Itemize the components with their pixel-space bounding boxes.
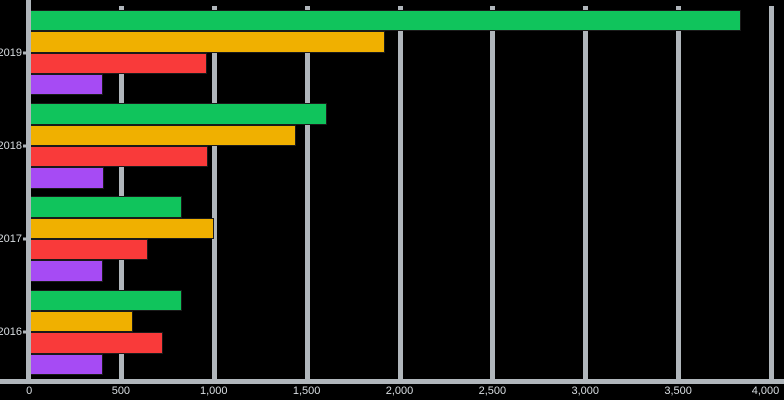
gridline-2000 — [397, 6, 403, 379]
plot-area — [26, 6, 774, 379]
y-axis-line — [26, 0, 31, 384]
y-tick-label-2019: 2019 — [0, 46, 22, 59]
bar-2019-series-2[interactable] — [28, 31, 385, 53]
y-tick-label-2018: 2018 — [0, 139, 22, 152]
bar-2016-series-2[interactable] — [28, 311, 133, 333]
x-tick-label: 0 — [26, 385, 33, 397]
bar-2019-series-1[interactable] — [28, 9, 741, 32]
gridline-4000 — [769, 6, 774, 379]
bar-2018-series-3[interactable] — [28, 145, 208, 168]
y-tick-mark — [23, 144, 30, 148]
y-tick-mark — [23, 330, 30, 334]
x-tick-label: 500 — [111, 385, 131, 397]
y-tick-mark — [23, 237, 30, 241]
y-tick-label-2016: 2016 — [0, 326, 22, 339]
gridline-2500 — [490, 6, 496, 379]
gridline-3500 — [676, 6, 682, 379]
x-tick-label: 2,000 — [385, 385, 414, 397]
x-axis-line — [0, 379, 784, 384]
bar-2018-series-4[interactable] — [28, 167, 104, 189]
bar-2017-series-3[interactable] — [28, 239, 148, 261]
x-tick-label: 3,500 — [664, 385, 692, 397]
x-tick-label: 3,000 — [571, 385, 600, 397]
bar-2016-series-3[interactable] — [28, 332, 164, 354]
y-tick-label-2017: 2017 — [0, 233, 22, 246]
gridline-500 — [118, 6, 124, 379]
bar-2018-series-2[interactable] — [28, 124, 297, 146]
gridline-1500 — [304, 6, 310, 379]
x-tick-label: 1,000 — [199, 385, 228, 397]
x-tick-label: 4,000 — [751, 385, 780, 397]
bar-2017-series-1[interactable] — [28, 196, 182, 218]
bar-2016-series-4[interactable] — [28, 353, 104, 376]
x-tick-label: 1,500 — [292, 385, 321, 397]
bar-2017-series-4[interactable] — [28, 260, 104, 282]
y-tick-mark — [23, 51, 30, 55]
gridline-3000 — [583, 6, 589, 379]
bar-2019-series-3[interactable] — [28, 52, 208, 74]
bar-2016-series-1[interactable] — [28, 289, 182, 312]
gridline-1000 — [211, 6, 217, 379]
bar-2019-series-4[interactable] — [28, 73, 104, 96]
bar-2018-series-1[interactable] — [28, 103, 328, 125]
x-tick-label: 2,500 — [478, 385, 507, 397]
bar-2017-series-2[interactable] — [28, 217, 214, 240]
